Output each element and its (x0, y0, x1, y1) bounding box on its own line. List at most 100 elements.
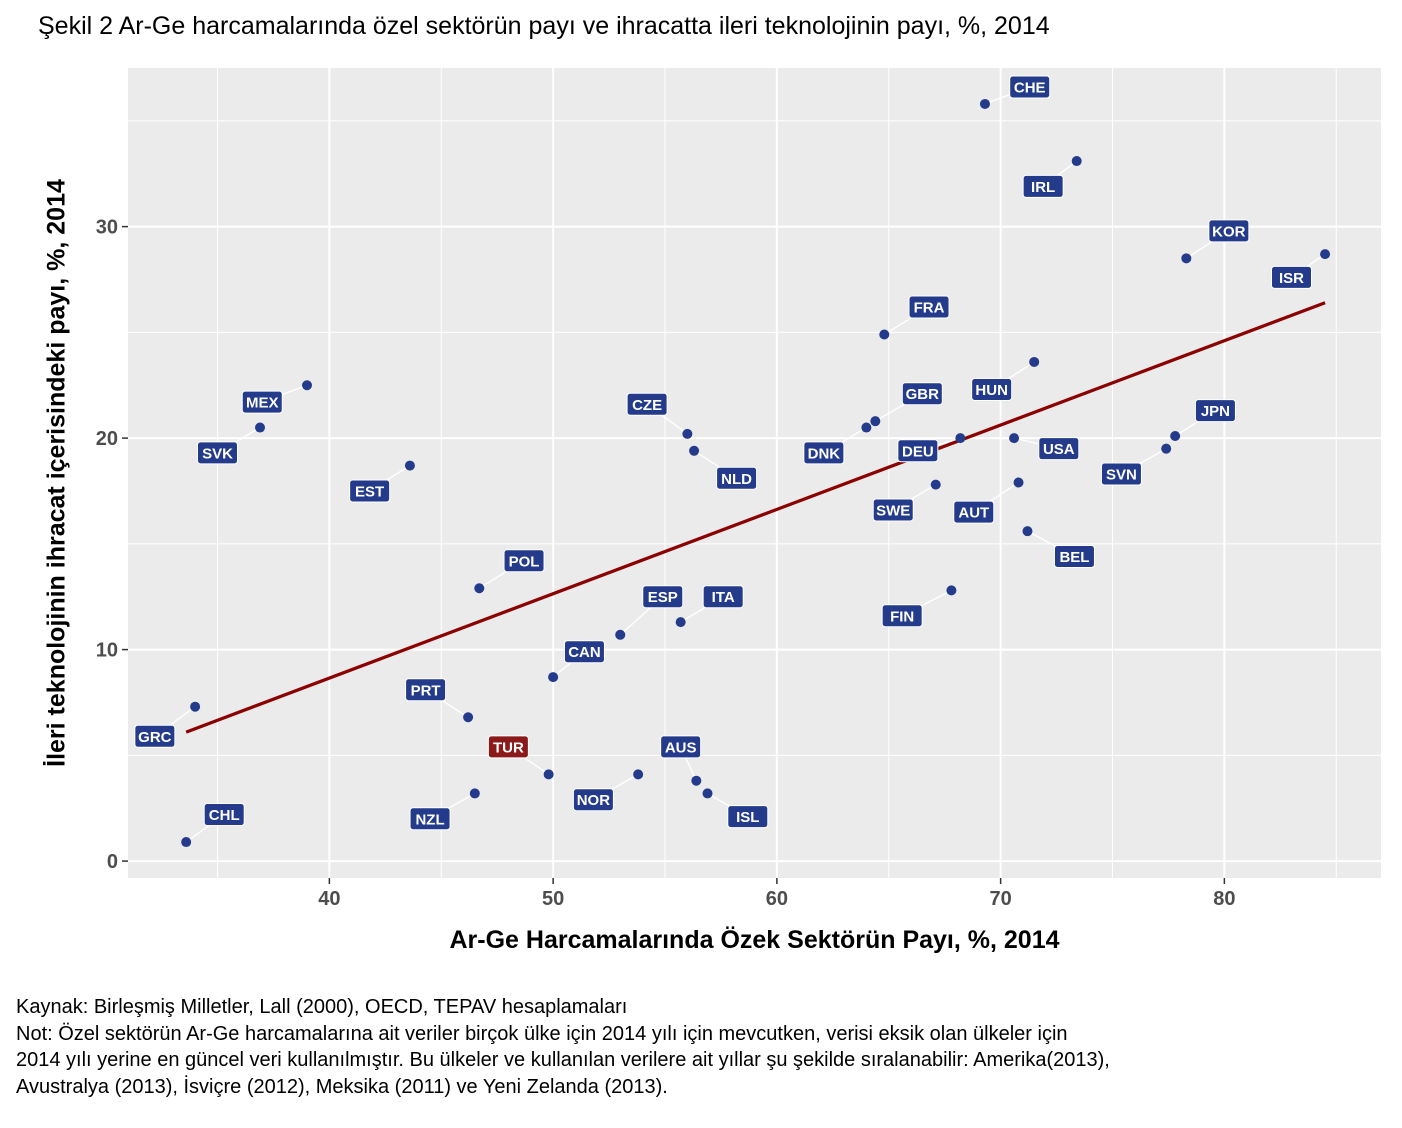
label-text-isl: ISL (736, 809, 759, 826)
label-jpn: JPN (1194, 399, 1236, 423)
label-text-tur: TUR (493, 739, 524, 756)
chart-title: Şekil 2 Ar-Ge harcamalarında özel sektör… (38, 12, 1050, 40)
label-prt: PRT (405, 678, 447, 702)
point-chl (181, 837, 192, 848)
y-tick-label: 20 (96, 428, 118, 450)
label-box-fra (908, 295, 950, 319)
point-fra (879, 329, 890, 340)
label-box-aut (953, 500, 995, 524)
label-box-prt (405, 678, 447, 702)
label-text-fin: FIN (890, 608, 914, 625)
point-gbr (870, 416, 881, 427)
point-cze (682, 428, 693, 439)
label-box-deu (897, 439, 939, 463)
label-text-jpn: JPN (1201, 403, 1230, 420)
label-text-grc: GRC (138, 729, 172, 746)
label-box-cze (626, 392, 668, 416)
label-gbr: GBR (901, 382, 943, 406)
label-box-svk (197, 441, 238, 465)
y-tick-label: 10 (96, 640, 118, 662)
point-grc (190, 701, 201, 712)
label-nor: NOR (572, 788, 614, 812)
label-text-bel: BEL (1059, 549, 1089, 566)
label-box-aus (660, 735, 702, 759)
point-svk (255, 422, 266, 433)
label-irl: IRL (1022, 174, 1064, 198)
x-tick-label: 60 (766, 888, 788, 910)
label-text-esp: ESP (648, 589, 678, 606)
axis-ticks (122, 225, 1226, 884)
label-box-irl (1022, 174, 1064, 198)
label-text-aut: AUT (958, 505, 989, 522)
label-swe: SWE (872, 498, 914, 522)
label-esp: ESP (642, 585, 684, 609)
note-line-3: Avustralya (2013), İsviçre (2012), Meksi… (16, 1075, 668, 1098)
point-deu (955, 433, 966, 444)
label-nzl: NZL (409, 807, 451, 831)
label-text-est: EST (355, 483, 384, 500)
label-box-nzl (409, 807, 451, 831)
label-bel: BEL (1053, 545, 1095, 569)
y-tick-label: 30 (96, 217, 118, 239)
point-nor (633, 769, 644, 780)
label-tur: TUR (487, 735, 529, 759)
label-text-mex: MEX (246, 395, 279, 412)
x-tick-label: 80 (1213, 888, 1235, 910)
label-box-pol (503, 549, 545, 573)
point-labels: CHE IRL KOR ISR FRA HUN GBR DNK JPN SVN DEU USA SWE A… (134, 75, 1312, 831)
point-aus (691, 775, 702, 786)
label-box-bel (1053, 545, 1095, 569)
label-box-che (1009, 75, 1051, 99)
label-text-gbr: GBR (906, 386, 940, 403)
data-points (181, 98, 1331, 848)
point-aut (1013, 477, 1024, 488)
label-text-can: CAN (568, 644, 601, 661)
label-box-tur (487, 735, 529, 759)
label-box-can (563, 640, 605, 664)
point-can (548, 672, 559, 683)
label-box-dnk (803, 441, 845, 465)
y-tick-label: 0 (107, 851, 118, 873)
label-box-svn (1100, 462, 1142, 486)
label-mex: MEX (241, 390, 283, 414)
label-cze: CZE (626, 392, 668, 416)
label-svk: SVK (197, 441, 238, 465)
label-text-kor: KOR (1212, 223, 1246, 240)
point-bel (1022, 526, 1033, 537)
point-isl (702, 788, 713, 799)
point-jpn (1170, 430, 1181, 441)
label-box-swe (872, 498, 914, 522)
source-note: Kaynak: Birleşmiş Milletler, Lall (2000)… (16, 996, 628, 1018)
point-prt (463, 712, 474, 723)
point-che (979, 98, 990, 109)
label-box-hun (971, 377, 1013, 401)
label-text-pol: POL (509, 553, 540, 570)
label-box-isl (727, 805, 769, 829)
point-isr (1320, 249, 1331, 260)
label-grc: GRC (134, 724, 176, 748)
scatter-chart: 40 50 60 70 80 0 10 20 30 CHE IRL KOR ISR FRA HUN GBR D… (43, 68, 1381, 954)
point-tur (543, 769, 554, 780)
label-text-che: CHE (1014, 80, 1046, 97)
x-axis-title: Ar-Ge Harcamalarında Özek Sektörün Payı,… (450, 925, 1060, 954)
point-ita (675, 617, 686, 628)
label-text-hun: HUN (975, 382, 1008, 399)
label-text-cze: CZE (632, 397, 662, 414)
label-text-svn: SVN (1106, 467, 1137, 484)
label-box-jpn (1194, 399, 1236, 423)
x-tick-label: 40 (318, 888, 340, 910)
label-nld: NLD (716, 466, 758, 490)
label-isl: ISL (727, 805, 769, 829)
label-text-swe: SWE (876, 503, 910, 520)
label-text-chl: CHL (209, 807, 240, 824)
label-box-fin (881, 604, 923, 628)
point-kor (1181, 253, 1192, 264)
label-fra: FRA (908, 295, 950, 319)
label-text-isr: ISR (1279, 270, 1304, 287)
axis-tick-labels: 40 50 60 70 80 0 10 20 30 (96, 217, 1236, 910)
label-fin: FIN (881, 604, 923, 628)
label-text-nld: NLD (721, 471, 752, 488)
label-box-usa (1038, 437, 1080, 461)
label-box-isr (1271, 265, 1312, 289)
point-mex (302, 380, 312, 391)
